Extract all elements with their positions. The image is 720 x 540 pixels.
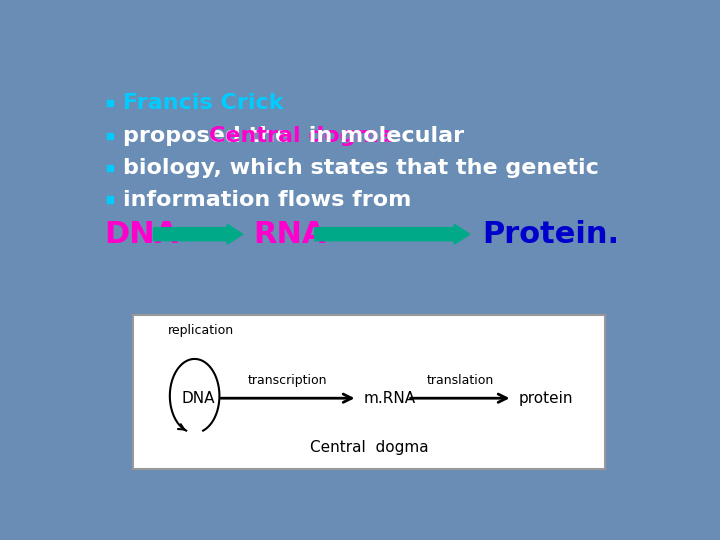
- Text: proposed the: proposed the: [122, 126, 297, 146]
- Text: RNA: RNA: [253, 220, 325, 249]
- Text: in molecular: in molecular: [301, 126, 464, 146]
- Text: information flows from: information flows from: [122, 190, 411, 210]
- FancyBboxPatch shape: [107, 165, 113, 171]
- Text: Central dogma: Central dogma: [210, 126, 394, 146]
- FancyBboxPatch shape: [107, 100, 113, 106]
- Text: protein: protein: [518, 391, 573, 406]
- Text: DNA: DNA: [104, 220, 179, 249]
- Text: replication: replication: [168, 325, 233, 338]
- Text: m.RNA: m.RNA: [364, 391, 415, 406]
- Text: transcription: transcription: [248, 374, 328, 387]
- Text: Protein.: Protein.: [482, 220, 619, 249]
- FancyBboxPatch shape: [107, 132, 113, 139]
- Text: translation: translation: [426, 374, 494, 387]
- Text: Francis Crick: Francis Crick: [122, 93, 283, 113]
- Text: biology, which states that the genetic: biology, which states that the genetic: [122, 158, 598, 178]
- FancyArrow shape: [315, 224, 469, 244]
- FancyBboxPatch shape: [107, 197, 113, 202]
- FancyBboxPatch shape: [132, 315, 606, 469]
- Text: DNA: DNA: [181, 391, 215, 406]
- FancyArrow shape: [153, 224, 243, 244]
- Text: Central  dogma: Central dogma: [310, 440, 428, 455]
